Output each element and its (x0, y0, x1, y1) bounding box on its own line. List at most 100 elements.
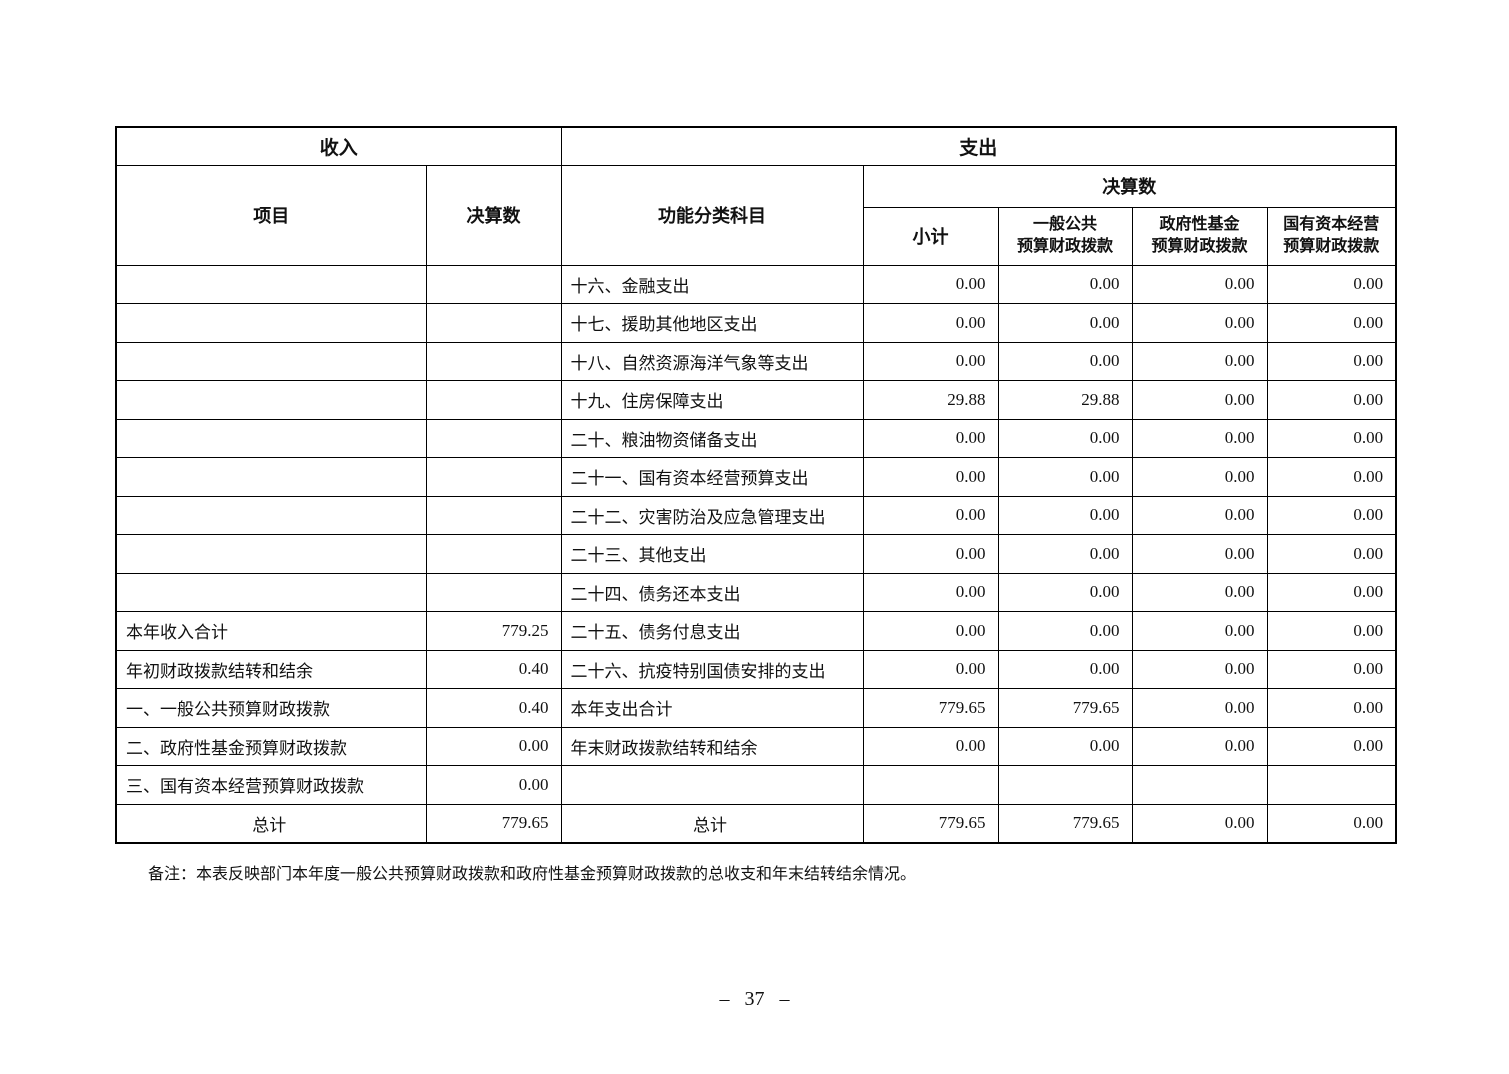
gov-fund-cell: 0.00 (1131, 649, 1268, 689)
general-public-cell: 0.00 (997, 611, 1133, 651)
table-row: 十九、住房保障支出 29.88 29.88 0.00 0.00 (115, 380, 1397, 420)
income-item-header: 项目 (115, 164, 427, 266)
table-row: 十七、援助其他地区支出 0.00 0.00 0.00 0.00 (115, 303, 1397, 343)
header-row-subcolumns: 小计 一般公共 预算财政拨款 政府性基金 预算财政拨款 国有资本经营 预算财政拨… (116, 206, 1397, 266)
income-value-cell (425, 534, 562, 574)
income-item-cell: 本年收入合计 (115, 611, 427, 651)
general-public-cell: 0.00 (997, 303, 1133, 343)
expense-item-cell: 总计 (560, 803, 864, 843)
income-item-cell (115, 457, 427, 497)
state-capital-cell: 0.00 (1266, 572, 1397, 612)
general-public-cell: 0.00 (997, 418, 1133, 458)
expense-item-cell: 十六、金融支出 (560, 264, 864, 304)
general-public-cell: 29.88 (997, 380, 1133, 420)
income-value-cell (425, 303, 562, 343)
state-capital-cell: 0.00 (1266, 803, 1397, 843)
income-item-cell (115, 264, 427, 304)
subtotal-cell: 779.65 (862, 803, 999, 843)
subtotal-cell: 0.00 (862, 457, 999, 497)
table-row: 一、一般公共预算财政拨款 0.40 本年支出合计 779.65 779.65 0.00 0.… (115, 688, 1397, 728)
expense-item-cell: 二十、粮油物资储备支出 (560, 418, 864, 458)
gov-fund-cell: 0.00 (1131, 495, 1268, 535)
table-row: 二十一、国有资本经营预算支出 0.00 0.00 0.00 0.00 (115, 457, 1397, 497)
income-value-cell (425, 380, 562, 420)
income-value-cell (425, 264, 562, 304)
state-capital-cell (1266, 765, 1397, 805)
table-header: 收入 支出 项目 决算数 功能分类科目 决算数 小计 一般公共 预算财政拨款 政… (115, 126, 1397, 266)
gov-fund-cell: 0.00 (1131, 457, 1268, 497)
income-item-cell: 三、国有资本经营预算财政拨款 (115, 765, 427, 805)
footnote: 备注：本表反映部门本年度一般公共预算财政拨款和政府性基金预算财政拨款的总收支和年… (148, 866, 917, 883)
expense-item-cell: 二十四、债务还本支出 (560, 572, 864, 612)
gov-fund-cell: 0.00 (1131, 303, 1268, 343)
table-row: 二十、粮油物资储备支出 0.00 0.00 0.00 0.00 (115, 418, 1397, 458)
general-public-cell: 0.00 (997, 534, 1133, 574)
subtotal-cell: 0.00 (862, 495, 999, 535)
gov-fund-cell: 0.00 (1131, 418, 1268, 458)
general-public-cell: 779.65 (997, 803, 1133, 843)
expense-amount-header: 决算数 (862, 164, 1397, 208)
income-item-cell (115, 495, 427, 535)
income-item-cell: 二、政府性基金预算财政拨款 (115, 726, 427, 766)
table-row: 二十四、债务还本支出 0.00 0.00 0.00 0.00 (115, 572, 1397, 612)
general-public-cell: 0.00 (997, 649, 1133, 689)
subtotal-cell: 0.00 (862, 534, 999, 574)
header-row-sections: 收入 支出 (115, 126, 1397, 166)
income-value-cell: 0.00 (425, 726, 562, 766)
income-value-cell (425, 418, 562, 458)
subtotal-cell: 0.00 (862, 303, 999, 343)
income-section-header: 收入 (115, 126, 562, 166)
gov-fund-cell: 0.00 (1131, 534, 1268, 574)
state-capital-cell: 0.00 (1266, 495, 1397, 535)
income-value-cell (425, 495, 562, 535)
income-value-cell (425, 457, 562, 497)
subtotal-cell: 0.00 (862, 726, 999, 766)
state-capital-cell: 0.00 (1266, 457, 1397, 497)
income-value-cell: 779.65 (425, 803, 562, 843)
gov-fund-cell: 0.00 (1131, 726, 1268, 766)
page-number: – 37 – (719, 988, 790, 1010)
subtotal-cell: 0.00 (862, 611, 999, 651)
income-value-cell (425, 341, 562, 381)
state-capital-cell: 0.00 (1266, 611, 1397, 651)
state-capital-cell: 0.00 (1266, 380, 1397, 420)
table-row: 年初财政拨款结转和结余 0.40 二十六、抗疫特别国债安排的支出 0.00 0.00 0.… (115, 649, 1397, 689)
income-item-cell (115, 534, 427, 574)
budget-final-accounts-table: 收入 支出 项目 决算数 功能分类科目 决算数 小计 一般公共 预算财政拨款 政… (115, 126, 1398, 844)
state-capital-cell: 0.00 (1266, 534, 1397, 574)
income-item-cell (115, 380, 427, 420)
table-row: 十八、自然资源海洋气象等支出 0.00 0.00 0.00 0.00 (115, 341, 1397, 381)
table-row: 二、政府性基金预算财政拨款 0.00 年末财政拨款结转和结余 0.00 0.00 0.00… (115, 726, 1397, 766)
subtotal-cell: 0.00 (862, 418, 999, 458)
income-item-cell: 年初财政拨款结转和结余 (115, 649, 427, 689)
subtotal-cell: 0.00 (862, 264, 999, 304)
table-row: 本年收入合计 779.25 二十五、债务付息支出 0.00 0.00 0.00 0.00 (115, 611, 1397, 651)
state-capital-cell: 0.00 (1266, 303, 1397, 343)
subtotal-cell (862, 765, 999, 805)
income-item-cell (115, 572, 427, 612)
gov-fund-cell: 0.00 (1131, 341, 1268, 381)
header-row-columns: 项目 决算数 功能分类科目 决算数 (115, 164, 1397, 266)
income-value-cell: 779.25 (425, 611, 562, 651)
gov-fund-cell: 0.00 (1131, 572, 1268, 612)
general-public-cell: 0.00 (997, 572, 1133, 612)
table-row: 三、国有资本经营预算财政拨款 0.00 (115, 765, 1397, 805)
general-public-cell (997, 765, 1133, 805)
subtotal-cell: 779.65 (862, 688, 999, 728)
income-value-cell: 0.40 (425, 649, 562, 689)
gov-fund-cell: 0.00 (1131, 803, 1268, 843)
expense-item-cell: 二十六、抗疫特别国债安排的支出 (560, 649, 864, 689)
table-row: 十六、金融支出 0.00 0.00 0.00 0.00 (115, 264, 1397, 304)
table-body: 十六、金融支出 0.00 0.00 0.00 0.00 十七、援助其他地区支出 0.00 0.… (115, 264, 1397, 843)
income-item-cell (115, 418, 427, 458)
subtotal-cell: 0.00 (862, 572, 999, 612)
gov-fund-cell: 0.00 (1131, 688, 1268, 728)
expense-item-cell: 本年支出合计 (560, 688, 864, 728)
table-row: 二十二、灾害防治及应急管理支出 0.00 0.00 0.00 0.00 (115, 495, 1397, 535)
gov-fund-cell: 0.00 (1131, 380, 1268, 420)
gov-fund-cell: 0.00 (1131, 611, 1268, 651)
expense-item-cell (560, 765, 864, 805)
expense-item-cell: 二十二、灾害防治及应急管理支出 (560, 495, 864, 535)
general-public-cell: 0.00 (997, 457, 1133, 497)
